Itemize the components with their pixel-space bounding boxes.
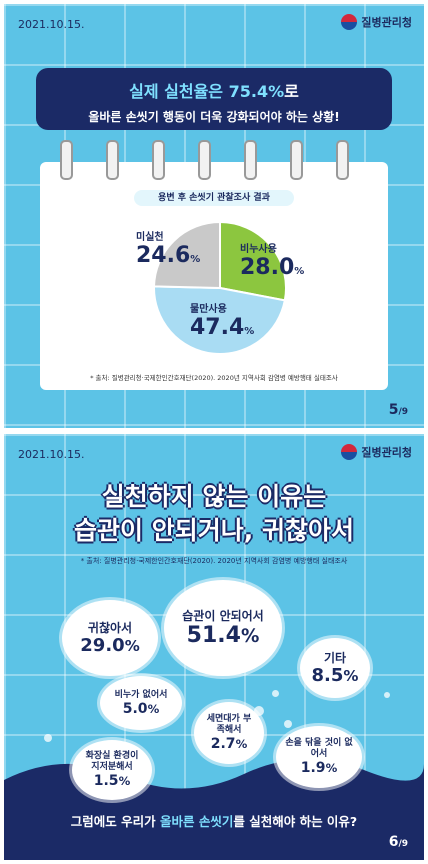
reason-bubble: 화장실 환경이 지저분해서 1.5% [72,740,152,800]
binder-ring [152,140,165,180]
reason-label: 기타 [323,650,347,665]
reason-value-wrap: 1.5% [93,773,131,789]
headline-suffix: 로 [284,82,299,101]
label-none-value-wrap: 24.6% [136,243,201,268]
reason-value-wrap: 1.9% [300,760,338,776]
org-logo: 질병관리청 [341,14,412,30]
reason-label: 화장실 환경이 지저분해서 [85,751,139,772]
pie-slice-0 [219,220,287,302]
survey-title: 용변 후 손씻기 관찰조사 결과 [134,190,294,206]
reason-value: 2.7 [210,736,236,752]
page-current: 5 [388,402,399,418]
bubble-dot [384,692,390,698]
bubble-dot [284,720,292,728]
reason-label: 손을 닦을 것이 없어서 [285,738,353,759]
footer-post: 를 실천해야 하는 이유? [233,814,358,829]
label-water-value-wrap: 47.4% [190,315,255,340]
bubble-dot [272,690,279,697]
date: 2021.10.15. [18,448,85,461]
taeguk-icon [341,444,358,460]
binder-ring [290,140,303,180]
label-soap-value: 28.0 [240,255,295,280]
page-total: /9 [398,839,408,849]
binder-ring [336,140,349,180]
label-water: 물만사용 47.4% [190,300,254,340]
bubble-dot [44,734,52,742]
source-note: * 출처: 질병관리청·국제한인간호재단(2020). 2020년 지역사회 감… [90,374,338,382]
reason-value-wrap: 29.0% [80,634,140,656]
footer-highlight: 올바른 손씻기 [160,814,234,829]
reason-value-wrap: 8.5% [311,664,359,686]
footer-question: 그럼에도 우리가 올바른 손씻기를 실천해야 하는 이유? [4,811,424,830]
label-soap-value-wrap: 28.0% [240,255,305,280]
reason-bubble: 세면대가 부족해서 2.7% [194,702,264,764]
reason-value: 1.9 [300,760,326,776]
pie-slice-1 [153,285,287,355]
label-water-value: 47.4 [190,315,245,340]
label-none: 미실천 24.6% [136,228,200,268]
reason-value: 29.0 [80,634,125,656]
reason-value: 51.4 [186,622,241,648]
reason-value-wrap: 5.0% [122,700,160,717]
slide-title: 실천하지 않는 이유는 습관이 안되거나, 귀찮아서 [4,480,424,548]
reason-label: 세면대가 부족해서 [206,714,252,735]
slide-6: 2021.10.15. 질병관리청 실천하지 않는 이유는 습관이 안되거나, … [4,434,424,860]
reason-value: 8.5 [311,664,344,686]
reason-label: 귀찮아서 [87,620,133,635]
source-note: * 출처: 질병관리청·국제한인간호재단(2020). 2020년 지역사회 감… [80,557,348,565]
binder-ring [60,140,73,180]
page-number: 6/9 [389,834,408,850]
label-soap: 비누사용 28.0% [240,240,304,280]
reason-value-wrap: 2.7% [210,736,248,752]
reason-value: 1.5 [93,773,119,789]
subheadline: 올바른 손씻기 행동이 더욱 강화되어야 하는 상황! [88,110,340,124]
label-none-name: 미실천 [136,232,164,243]
reason-label: 비누가 없어서 [114,689,168,700]
reason-value: 5.0 [122,700,148,717]
reason-value-wrap: 51.4% [186,622,260,648]
bubble-dot [254,706,264,716]
reason-bubble: 습관이 안되어서 51.4% [164,580,282,676]
reason-bubble: 비누가 없어서 5.0% [100,676,182,730]
binder-ring [244,140,257,180]
binder-ring [106,140,119,180]
taeguk-icon [341,14,358,30]
title-line1: 실천하지 않는 이유는 [101,482,327,511]
org-name: 질병관리청 [361,16,412,29]
headline-banner: 실제 실천율은 75.4%로 올바른 손씻기 행동이 더욱 강화되어야 하는 상… [36,68,392,130]
label-none-value: 24.6 [136,243,191,268]
slide-5: 2021.10.15. 질병관리청 실제 실천율은 75.4%로 올바른 손씻기… [4,4,424,428]
reason-label: 습관이 안되어서 [182,608,264,623]
title-line2: 습관이 안되거나, 귀찮아서 [74,516,354,545]
reason-bubble: 손을 닦을 것이 없어서 1.9% [276,726,362,788]
binder-ring [198,140,211,180]
org-logo: 질병관리청 [341,444,412,460]
label-soap-name: 비누사용 [240,244,277,255]
headline-highlight: 실제 실천율은 75.4% [129,82,285,101]
page-number: 5/9 [389,402,408,418]
page-total: /9 [398,407,408,417]
calendar-board: 용변 후 손씻기 관찰조사 결과 비누사용 28.0% 물만사용 47.4% 미… [40,140,388,390]
reason-bubble: 귀찮아서 29.0% [62,600,158,676]
pie-slice-2 [152,220,221,290]
page-current: 6 [388,834,399,850]
org-name: 질병관리청 [361,446,412,459]
pie-chart [152,220,287,355]
date: 2021.10.15. [18,18,85,31]
label-water-name: 물만사용 [190,304,227,315]
footer-pre: 그럼에도 우리가 [70,814,161,829]
headline: 실제 실천율은 75.4%로 [36,78,392,102]
reason-bubble: 기타 8.5% [300,638,370,698]
